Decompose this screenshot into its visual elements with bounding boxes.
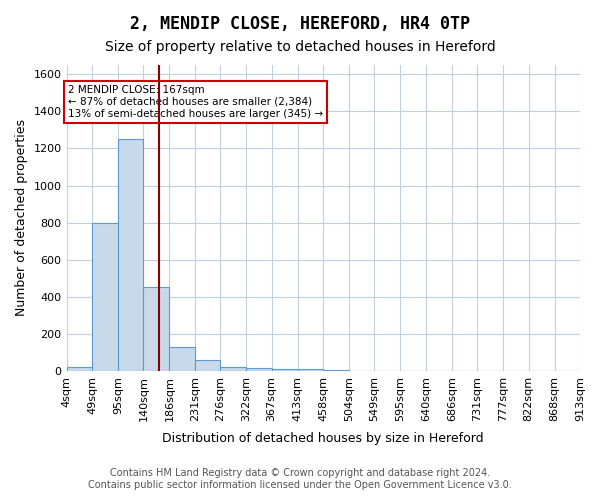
Bar — [195, 360, 220, 371]
Y-axis label: Number of detached properties: Number of detached properties — [15, 120, 28, 316]
Text: Contains HM Land Registry data © Crown copyright and database right 2024.
Contai: Contains HM Land Registry data © Crown c… — [88, 468, 512, 490]
Bar — [143, 288, 169, 371]
Text: Size of property relative to detached houses in Hereford: Size of property relative to detached ho… — [104, 40, 496, 54]
Bar — [272, 369, 298, 371]
Text: 2, MENDIP CLOSE, HEREFORD, HR4 0TP: 2, MENDIP CLOSE, HEREFORD, HR4 0TP — [130, 15, 470, 33]
X-axis label: Distribution of detached houses by size in Hereford: Distribution of detached houses by size … — [163, 432, 484, 445]
Bar — [67, 367, 92, 371]
Bar — [169, 347, 195, 371]
Text: 2 MENDIP CLOSE: 167sqm
← 87% of detached houses are smaller (2,384)
13% of semi-: 2 MENDIP CLOSE: 167sqm ← 87% of detached… — [68, 86, 323, 118]
Bar — [298, 369, 323, 371]
Bar — [92, 222, 118, 371]
Bar — [118, 139, 143, 371]
Bar — [220, 367, 246, 371]
Bar — [323, 370, 349, 371]
Bar — [246, 368, 272, 371]
